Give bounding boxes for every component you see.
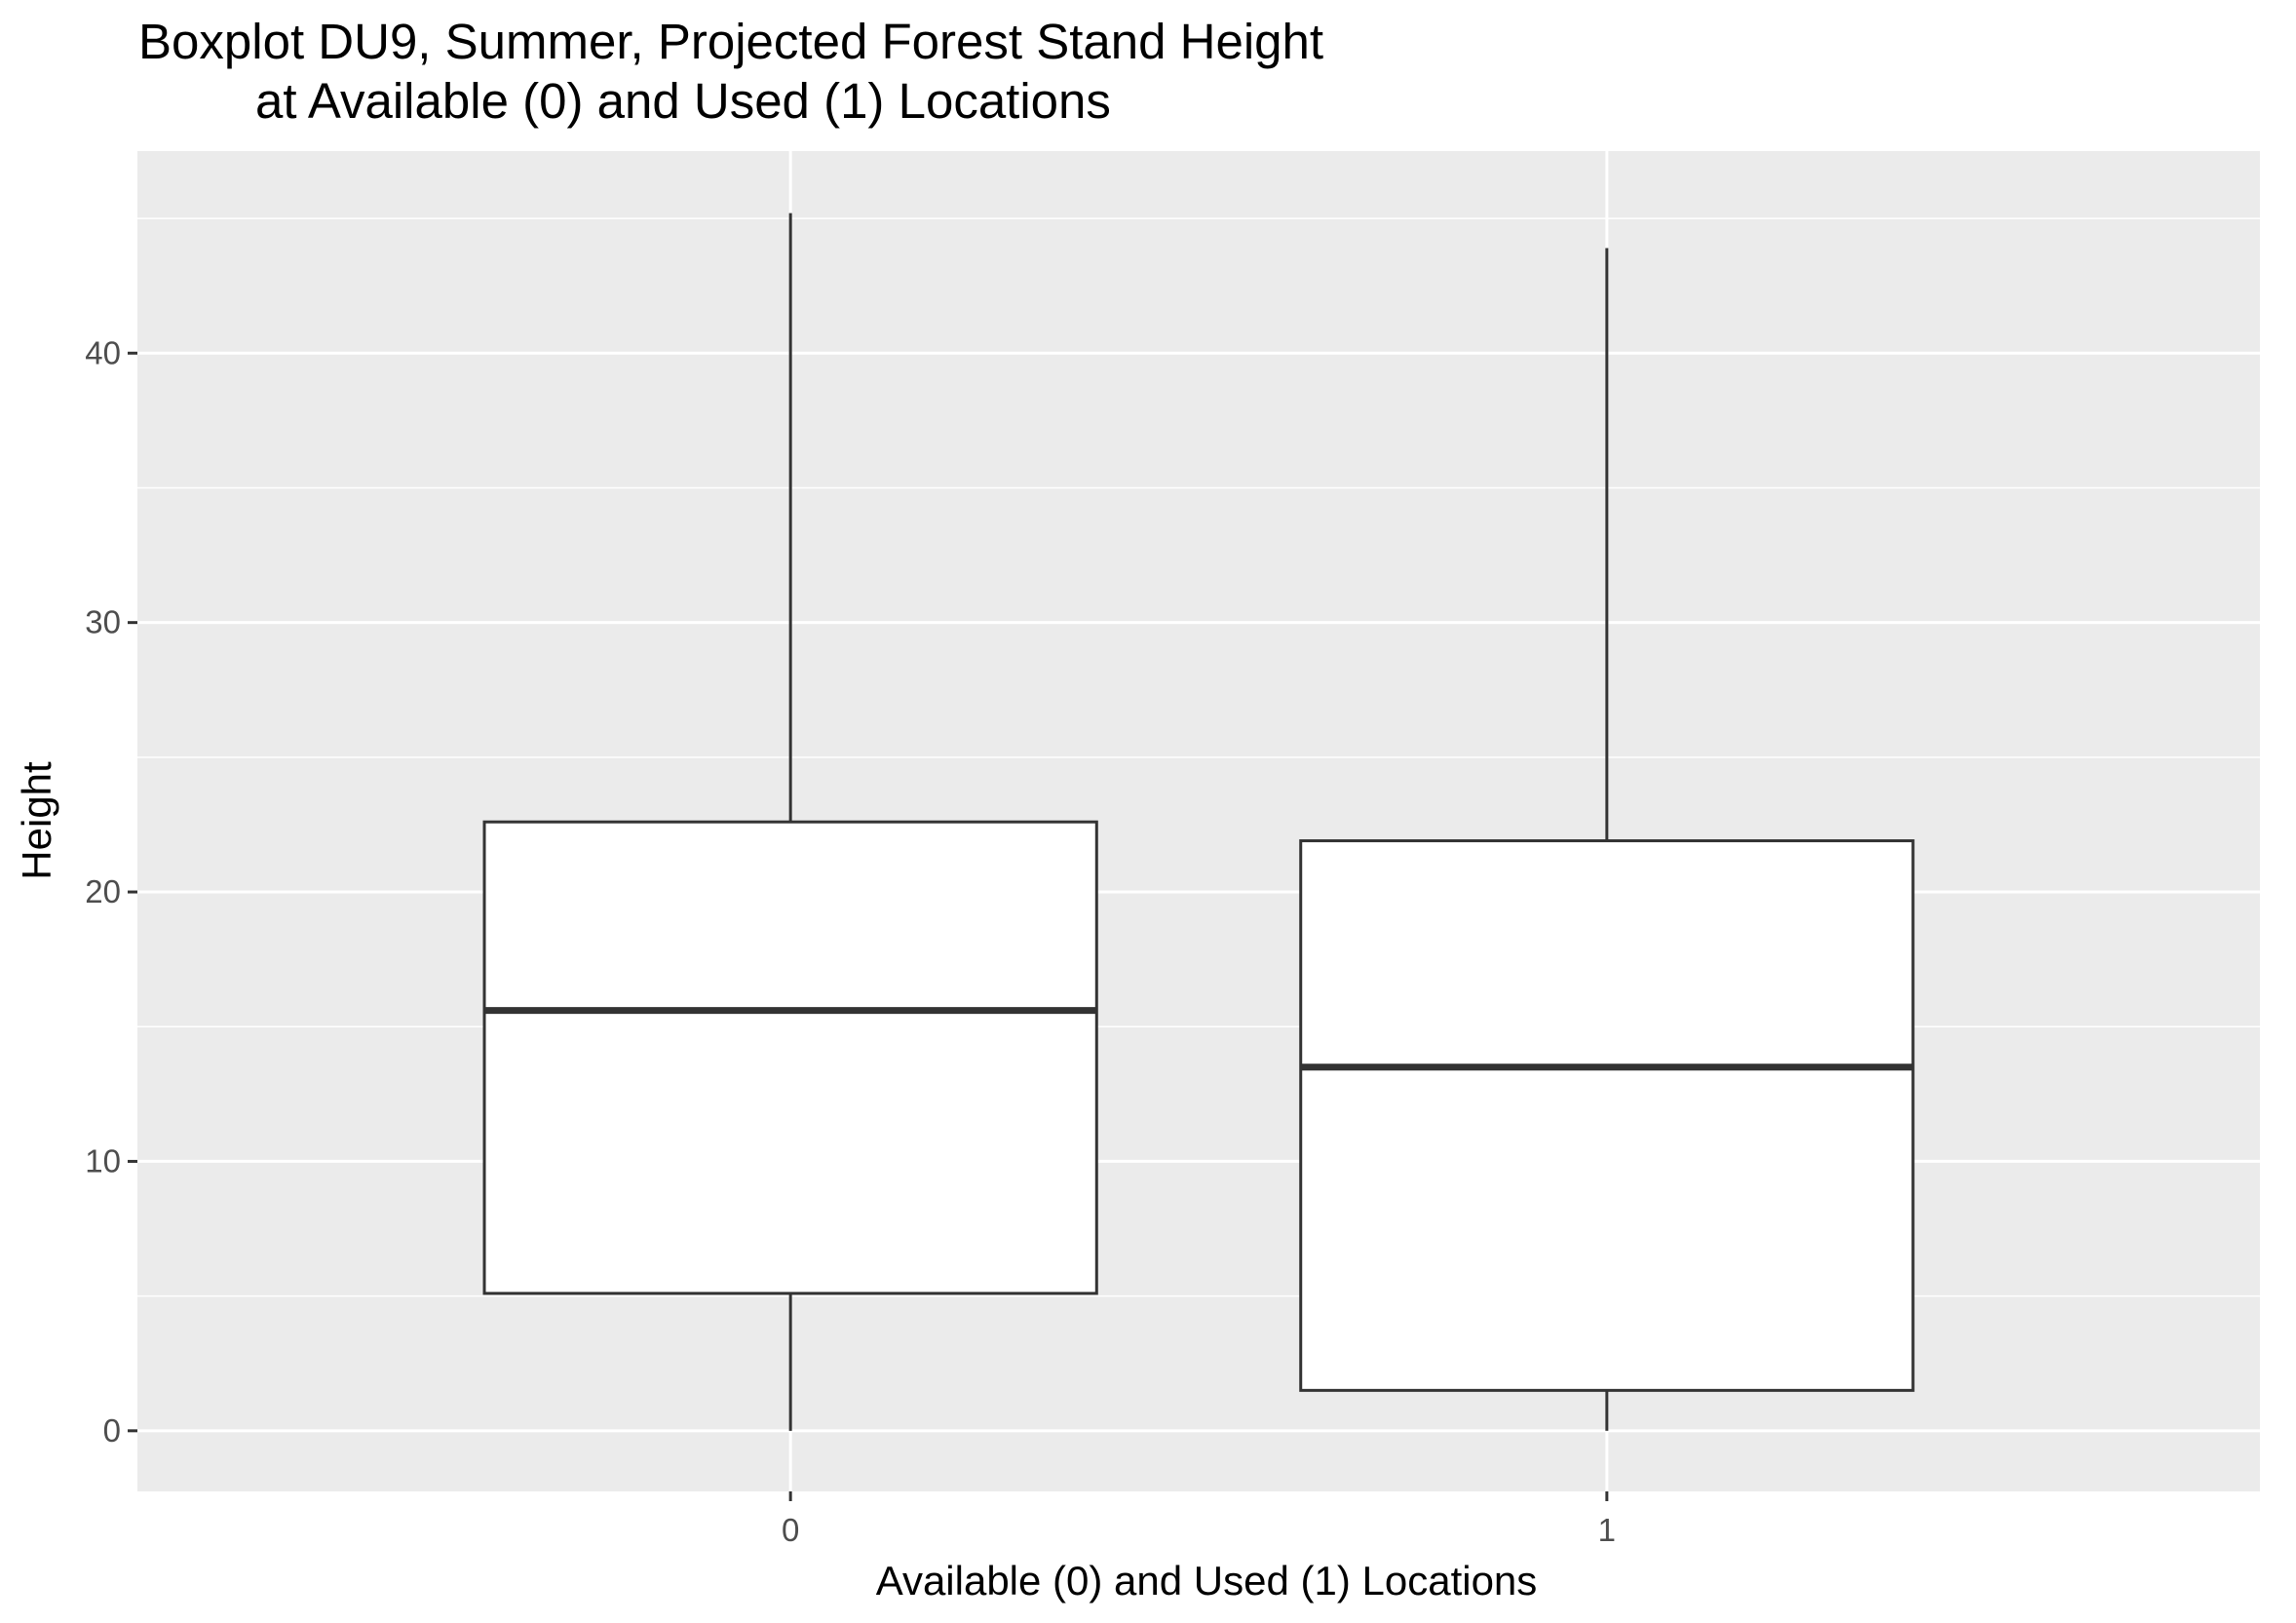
- y-tick-label: 30: [85, 604, 121, 640]
- y-tick-label: 20: [85, 873, 121, 909]
- y-tick-label: 0: [103, 1412, 121, 1449]
- chart-title-line1: Boxplot DU9, Summer, Projected Forest St…: [138, 14, 1323, 69]
- x-tick-label: 0: [782, 1512, 799, 1548]
- box-group-0: [482, 213, 1098, 1431]
- box-iqr: [482, 820, 1098, 1295]
- box-group-1: [1299, 248, 1915, 1431]
- x-axis-title: Available (0) and Used (1) Locations: [876, 1558, 1538, 1604]
- chart-title-line2: at Available (0) and Used (1) Locations: [255, 73, 1111, 129]
- boxes-layer: [482, 213, 1915, 1431]
- y-axis-title: Height: [14, 761, 59, 880]
- box-iqr: [1299, 839, 1915, 1392]
- axes-layer: 0 10 20 30 40 0 1: [85, 334, 1616, 1548]
- y-tick-label: 40: [85, 334, 121, 370]
- x-tick-label: 1: [1598, 1512, 1616, 1548]
- y-tick-label: 10: [85, 1142, 121, 1179]
